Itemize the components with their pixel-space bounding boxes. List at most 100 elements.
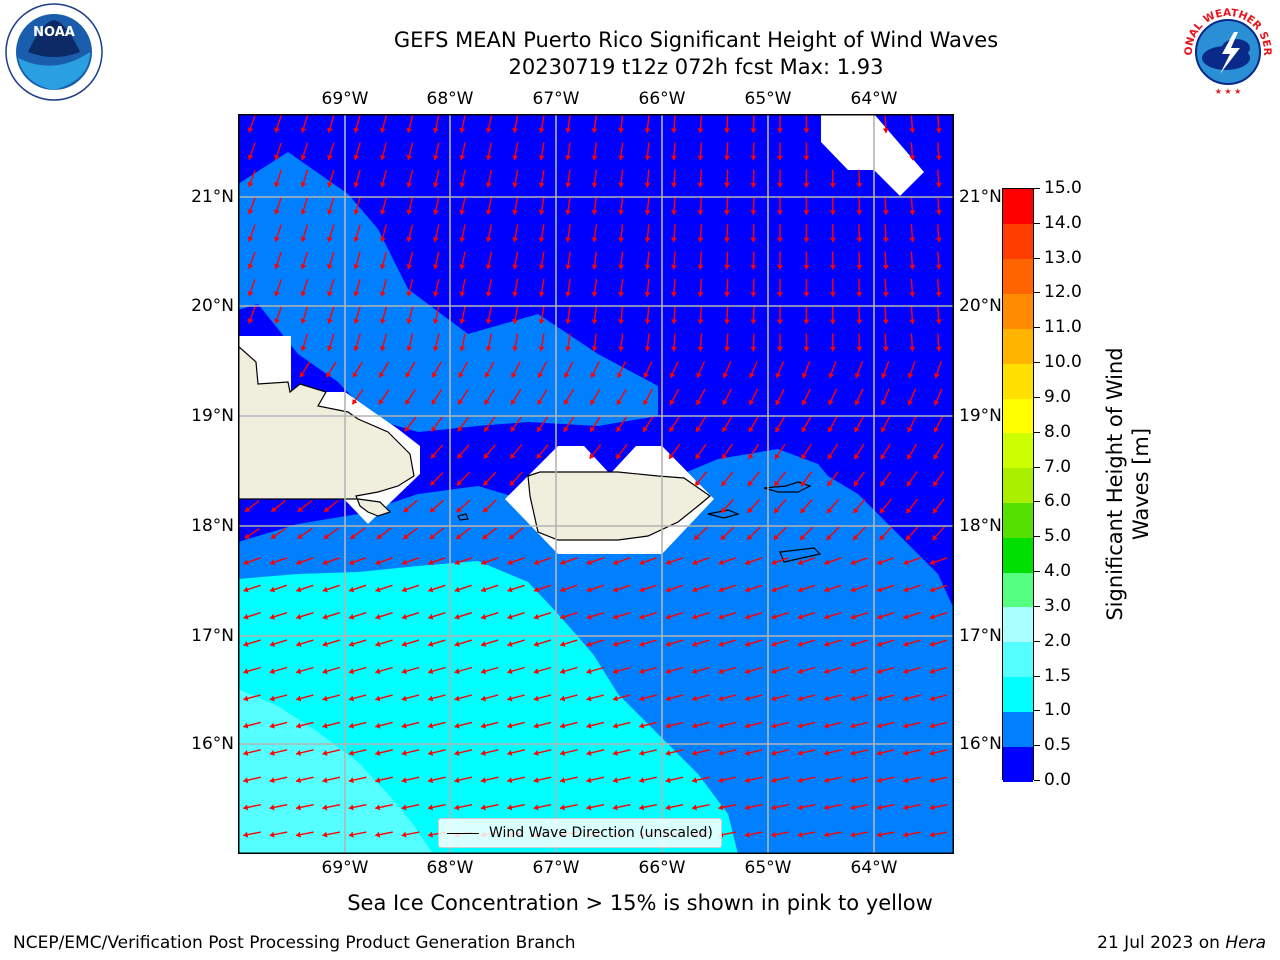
wave-arrow-head: [934, 373, 940, 379]
wave-arrow-head: [327, 291, 333, 297]
footer-date-text: 21 Jul 2023 on: [1097, 933, 1226, 953]
lat-label-right-19n: 19°N: [959, 406, 1002, 426]
wave-arrow-head: [882, 264, 889, 270]
wave-arrow-head: [428, 777, 434, 784]
wave-arrow-head: [322, 613, 328, 620]
wave-arrow-head: [850, 804, 856, 811]
wave-arrow-head: [507, 559, 513, 566]
wave-arrow-head: [797, 559, 804, 566]
wave-arrow-head: [432, 236, 439, 242]
wave-arrow-head: [560, 804, 565, 811]
wave-arrow-head: [431, 399, 437, 405]
wave-arrow-head: [247, 318, 254, 324]
wave-arrow-head: [776, 155, 783, 161]
wave-arrow-head: [401, 586, 408, 593]
wave-arrow-head: [428, 613, 434, 620]
wave-arrow-head: [856, 346, 863, 352]
wave-arrow-head: [271, 506, 277, 512]
wave-arrow-head: [454, 586, 460, 593]
wave-arrow-head: [929, 559, 936, 566]
wave-arrow-head: [378, 399, 384, 405]
lat-label-left-19n: 19°N: [191, 406, 234, 426]
wave-arrow-head: [616, 426, 622, 432]
wave-arrow-head: [724, 128, 730, 133]
wave-arrow-head: [695, 480, 701, 486]
wave-arrow-head: [724, 155, 730, 161]
wave-arrow-head: [590, 372, 596, 378]
wave-arrow-head: [617, 372, 623, 378]
wave-arrow-head: [454, 559, 460, 566]
wave-arrow-head: [856, 319, 863, 325]
wave-arrow-head: [692, 777, 698, 784]
wave-arrow-head: [775, 399, 781, 406]
wave-arrow-head: [403, 506, 409, 513]
wave-arrow-head: [801, 399, 808, 406]
wave-arrow-head: [850, 559, 856, 566]
lon-label-top-65w: 65°W: [744, 89, 792, 109]
colorbar-tick-label: 6.0: [1044, 491, 1072, 512]
wave-arrow-head: [903, 559, 909, 566]
wave-arrow-head: [744, 831, 750, 838]
wave-height-map[interactable]: [238, 114, 954, 854]
colorbar-tick-mark: [1034, 466, 1040, 468]
wave-arrow-head: [775, 453, 780, 460]
wave-arrow-head: [665, 695, 671, 702]
wave-arrow-head: [669, 399, 675, 405]
wave-arrow-head: [379, 372, 385, 378]
wave-arrow-head: [296, 804, 301, 811]
wave-arrow-head: [771, 695, 777, 702]
wave-arrow-head: [771, 722, 777, 729]
wave-arrow-head: [300, 236, 307, 242]
wave-arrow-head: [480, 777, 486, 784]
wave-arrow-head: [644, 319, 651, 325]
wave-arrow-head: [432, 264, 439, 270]
wave-arrow-head: [560, 777, 566, 784]
lat-label-left-18n: 18°N: [191, 516, 234, 536]
wave-arrow-head: [903, 695, 909, 702]
wave-arrow-head: [432, 372, 438, 378]
map-panel[interactable]: Wind Wave Direction (unscaled): [238, 114, 954, 854]
wave-arrow-head: [829, 292, 836, 297]
wave-arrow-head: [929, 804, 935, 811]
colorbar-segment: [1003, 641, 1033, 678]
wave-arrow-head: [639, 559, 645, 566]
wave-arrow-head: [348, 695, 354, 702]
colorbar-segment: [1003, 572, 1033, 608]
colorbar-segment: [1003, 676, 1033, 712]
wave-arrow-head: [459, 346, 466, 352]
wave-arrow-head: [375, 695, 381, 702]
wave-arrow-head: [932, 507, 938, 514]
wave-arrow-head: [613, 613, 619, 620]
wave-arrow-head: [879, 534, 885, 541]
wave-arrow-head: [935, 319, 942, 325]
wave-arrow-head: [850, 777, 856, 784]
wave-arrow-head: [828, 399, 834, 406]
wave-arrow-head: [512, 127, 519, 133]
wave-arrow-head: [430, 453, 437, 459]
colorbar-tick-label: 4.0: [1044, 561, 1072, 582]
wave-arrow-head: [826, 534, 832, 540]
wave-arrow-head: [327, 263, 333, 270]
wave-arrow-head: [480, 722, 486, 729]
wave-arrow-head: [300, 318, 307, 324]
wave-arrow-head: [428, 695, 434, 702]
wave-arrow-head: [724, 182, 730, 188]
wave-arrow-head: [483, 507, 489, 513]
wave-arrow-head: [565, 128, 572, 133]
wave-arrow-head: [454, 668, 460, 675]
colorbar-segment: [1003, 746, 1033, 782]
wave-arrow-head: [905, 534, 912, 541]
wave-arrow-head: [480, 695, 486, 702]
wave-arrow-head: [745, 641, 751, 647]
wave-arrow-head: [929, 722, 935, 729]
colorbar-tick-mark: [1034, 257, 1040, 259]
colorbar-tick-label: 1.5: [1044, 665, 1072, 686]
wave-arrow-head: [876, 722, 882, 729]
wave-arrow-head: [274, 263, 280, 269]
map-legend: Wind Wave Direction (unscaled): [438, 818, 722, 848]
wave-arrow-head: [247, 154, 254, 160]
wave-arrow-head: [718, 641, 724, 647]
wave-arrow-head: [379, 209, 386, 215]
wave-arrow-head: [586, 695, 592, 702]
wave-arrow-head: [269, 559, 276, 566]
